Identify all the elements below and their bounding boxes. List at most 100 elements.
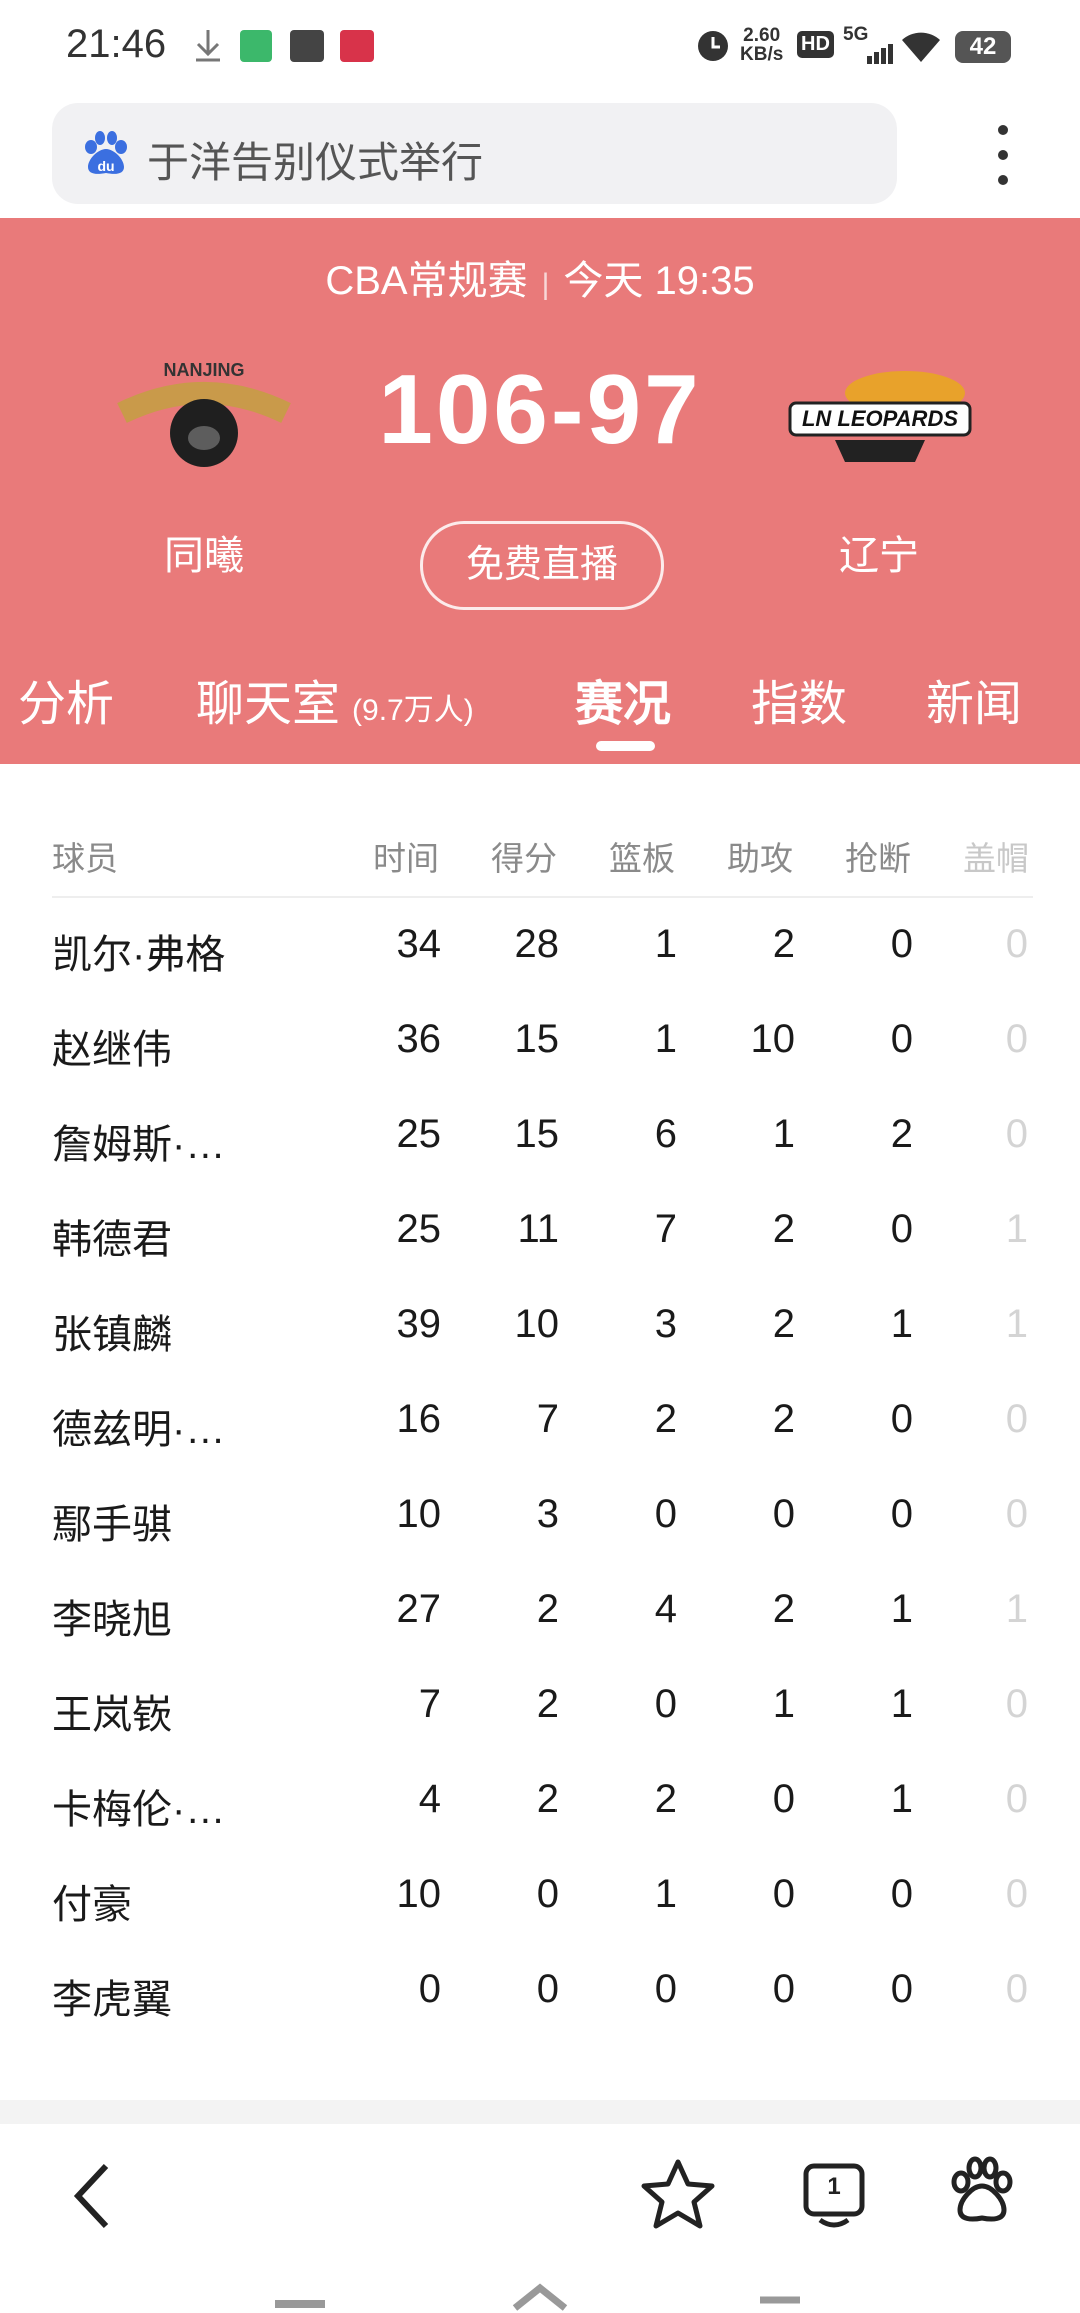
net-speed: 2.60 KB/s bbox=[740, 25, 784, 65]
stat-value: 0 bbox=[1005, 1397, 1028, 1441]
svg-text:du: du bbox=[97, 158, 114, 174]
player-name: 赵继伟 bbox=[52, 1028, 172, 1072]
tab[interactable]: 赛况 bbox=[575, 678, 672, 731]
stat-value: 28 bbox=[514, 922, 560, 966]
menu-button[interactable] bbox=[990, 120, 1016, 190]
tab[interactable]: 指数 bbox=[751, 678, 848, 731]
stat-value: 1 bbox=[890, 1587, 913, 1631]
stat-value: 0 bbox=[890, 922, 913, 966]
stat-value: 2 bbox=[890, 1112, 913, 1156]
stat-value: 25 bbox=[396, 1207, 442, 1251]
stat-value: 0 bbox=[890, 1967, 913, 2011]
stat-value: 0 bbox=[418, 1967, 441, 2011]
stat-value: 3 bbox=[536, 1492, 559, 1536]
stat-value: 0 bbox=[654, 1492, 677, 1536]
stat-value: 1 bbox=[772, 1112, 795, 1156]
stat-value: 6 bbox=[654, 1112, 677, 1156]
stat-value: 25 bbox=[396, 1112, 442, 1156]
stat-value: 2 bbox=[772, 922, 795, 966]
favorite-button[interactable] bbox=[641, 2159, 715, 2229]
stat-value: 0 bbox=[1005, 1017, 1028, 1061]
search-query: 于洋告别仪式举行 bbox=[147, 139, 484, 186]
player-name: 德兹明·… bbox=[52, 1408, 226, 1452]
away-team: 辽宁 bbox=[839, 534, 919, 578]
player-name: 凯尔·弗格 bbox=[52, 933, 226, 977]
back-button[interactable] bbox=[73, 2163, 109, 2229]
stat-value: 11 bbox=[517, 1207, 559, 1251]
stat-value: 1 bbox=[1005, 1207, 1028, 1251]
stat-value: 1 bbox=[1005, 1587, 1028, 1631]
nav-home[interactable] bbox=[512, 2283, 568, 2311]
stat-value: 1 bbox=[890, 1682, 913, 1726]
stat-value: 3 bbox=[654, 1302, 677, 1346]
stat-value: 2 bbox=[772, 1587, 795, 1631]
player-name: 王岚嵚 bbox=[52, 1693, 172, 1737]
live-button[interactable]: 免费直播 bbox=[420, 521, 664, 610]
stat-value: 0 bbox=[890, 1207, 913, 1251]
tab[interactable]: 聊天室 (9.7万人) bbox=[196, 678, 474, 731]
stat-value: 2 bbox=[772, 1302, 795, 1346]
stat-value: 2 bbox=[536, 1682, 559, 1726]
time: 21:46 bbox=[66, 22, 167, 66]
stat-value: 4 bbox=[654, 1587, 677, 1631]
hd-badge: HD bbox=[797, 31, 834, 58]
stat-value: 2 bbox=[654, 1397, 677, 1441]
column-header: 抢断 bbox=[845, 840, 911, 877]
stat-value: 0 bbox=[1005, 1112, 1028, 1156]
score: 106-97 bbox=[378, 354, 702, 464]
player-name: 卡梅伦·… bbox=[52, 1788, 226, 1832]
stat-value: 0 bbox=[1005, 1492, 1028, 1536]
baidu-button[interactable] bbox=[951, 2156, 1013, 2222]
player-name: 李虎翼 bbox=[52, 1978, 172, 2022]
stat-value: 7 bbox=[536, 1397, 559, 1441]
stat-value: 1 bbox=[890, 1302, 913, 1346]
stat-value: 36 bbox=[396, 1017, 442, 1061]
stat-value: 0 bbox=[890, 1017, 913, 1061]
column-header: 时间 bbox=[373, 840, 439, 877]
stat-value: 10 bbox=[750, 1017, 796, 1061]
alarm-icon bbox=[698, 31, 728, 61]
network: 5G bbox=[843, 24, 869, 45]
svg-text:1: 1 bbox=[827, 2173, 840, 2200]
signal-icon bbox=[867, 44, 893, 64]
search-box[interactable]: du 于洋告别仪式举行 bbox=[52, 103, 897, 204]
away-logo: LN LEOPARDS bbox=[788, 371, 972, 462]
stat-value: 2 bbox=[772, 1397, 795, 1441]
column-header: 盖帽 bbox=[963, 840, 1029, 877]
active-tab-indicator bbox=[596, 741, 655, 751]
stat-value: 7 bbox=[418, 1682, 441, 1726]
stat-value: 1 bbox=[654, 1017, 677, 1061]
player-name: 付豪 bbox=[52, 1883, 132, 1927]
home-logo: NANJING bbox=[117, 360, 291, 467]
stat-value: 0 bbox=[1005, 1872, 1028, 1916]
stat-value: 0 bbox=[1005, 1777, 1028, 1821]
stat-value: 2 bbox=[654, 1777, 677, 1821]
stat-value: 39 bbox=[396, 1302, 442, 1346]
baidu-icon: du bbox=[85, 131, 127, 174]
stat-value: 4 bbox=[418, 1777, 441, 1821]
wifi-icon bbox=[902, 32, 940, 62]
tab[interactable]: 新闻 bbox=[926, 678, 1023, 731]
stat-value: 0 bbox=[654, 1967, 677, 2011]
stat-value: 10 bbox=[514, 1302, 560, 1346]
player-name: 张镇麟 bbox=[52, 1313, 172, 1357]
match-info: CBA常规赛 | 今天 19:35 bbox=[325, 259, 755, 303]
nav-recent[interactable] bbox=[275, 2300, 325, 2308]
stat-value: 10 bbox=[396, 1872, 442, 1916]
stat-value: 2 bbox=[772, 1207, 795, 1251]
stat-value: 1 bbox=[654, 1872, 677, 1916]
stat-value: 0 bbox=[890, 1492, 913, 1536]
stat-value: 16 bbox=[396, 1397, 442, 1441]
stat-value: 1 bbox=[1005, 1302, 1028, 1346]
separator bbox=[0, 2100, 1080, 2124]
tabs-button[interactable]: 1 bbox=[803, 2163, 865, 2228]
svg-text:NANJING: NANJING bbox=[163, 360, 244, 380]
stat-value: 0 bbox=[536, 1967, 559, 2011]
player-name: 詹姆斯·… bbox=[52, 1123, 226, 1167]
battery: 42 bbox=[955, 31, 1011, 63]
tab-note: (9.7万人) bbox=[352, 694, 474, 727]
stat-value: 0 bbox=[1005, 922, 1028, 966]
tab[interactable]: 分析 bbox=[18, 678, 115, 731]
player-name: 李晓旭 bbox=[52, 1598, 172, 1642]
column-header: 助攻 bbox=[727, 840, 793, 877]
